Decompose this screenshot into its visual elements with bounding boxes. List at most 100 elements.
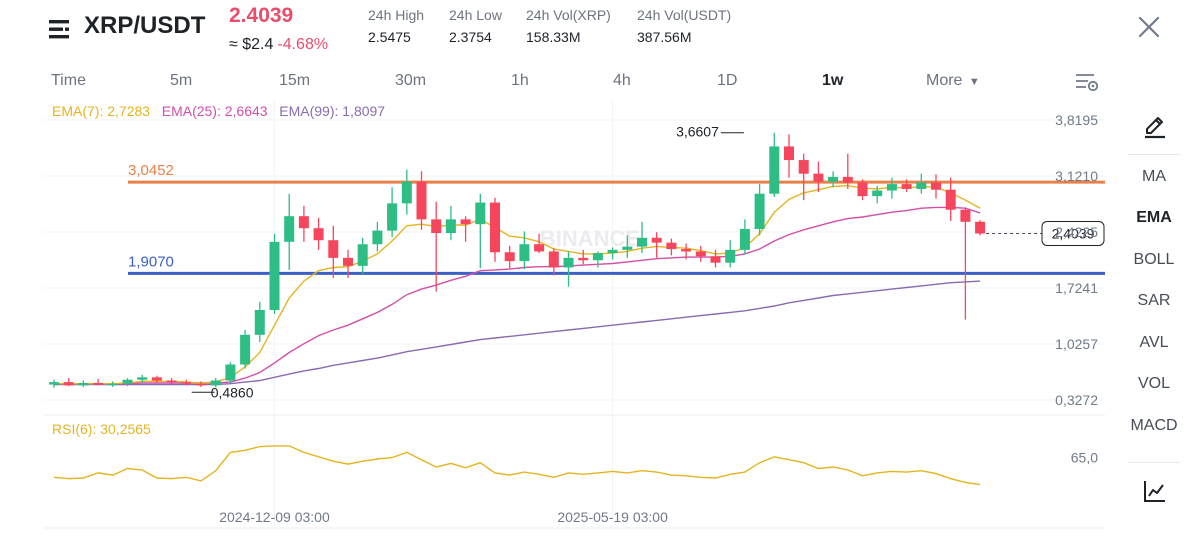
candle xyxy=(181,379,192,386)
candle xyxy=(284,193,295,270)
candle xyxy=(122,378,133,387)
close-icon[interactable] xyxy=(1136,14,1162,40)
candle-body xyxy=(137,377,148,380)
candle xyxy=(725,240,736,268)
pair-title[interactable]: XRP/USDT xyxy=(84,12,206,39)
menu-icon[interactable] xyxy=(48,16,74,42)
sidebar-item-boll[interactable]: BOLL xyxy=(1133,251,1175,268)
chart-grid xyxy=(44,100,1105,529)
candle-body xyxy=(181,382,192,384)
candle-body xyxy=(886,184,897,191)
candle-body xyxy=(534,244,545,252)
candle xyxy=(739,219,750,255)
candle xyxy=(622,235,633,258)
candle xyxy=(607,247,618,260)
candle xyxy=(857,179,868,201)
indicator-chart-icon[interactable] xyxy=(1142,478,1168,504)
tab-4h[interactable]: 4h xyxy=(613,72,631,89)
sidebar-item-macd[interactable]: MACD xyxy=(1130,417,1178,434)
y-tick-label: 3,8195 xyxy=(1055,112,1098,128)
candle xyxy=(828,171,839,188)
candle-body xyxy=(460,219,471,225)
candle-body xyxy=(828,176,839,182)
more-dropdown[interactable]: More ▼ xyxy=(926,72,980,90)
candle-body xyxy=(710,256,721,263)
last-price: 2.4039 xyxy=(229,4,294,27)
ema25-legend: EMA(25): 2,6643 xyxy=(161,103,268,119)
candle-body xyxy=(49,382,59,385)
candle-body xyxy=(196,383,206,386)
candle xyxy=(240,330,251,369)
candle-body xyxy=(725,249,736,263)
candle-body xyxy=(431,219,442,234)
candle-body xyxy=(563,257,574,268)
candle xyxy=(475,193,486,269)
candle xyxy=(519,231,530,270)
candle xyxy=(563,251,574,287)
y-tick-label: 1,7241 xyxy=(1055,280,1098,296)
candle-body xyxy=(372,230,383,245)
resistance-label: 3,0452 xyxy=(128,162,174,179)
sidebar-item-ma[interactable]: MA xyxy=(1142,168,1166,185)
x-axis: 2024-12-09 03:00 2025-05-19 03:00 xyxy=(219,509,668,525)
candle xyxy=(254,301,265,343)
candle xyxy=(916,173,927,194)
candle-body xyxy=(416,181,427,220)
candle xyxy=(225,362,236,383)
sidebar-item-sar[interactable]: SAR xyxy=(1137,292,1171,309)
candle-body xyxy=(945,189,956,210)
tab-time[interactable]: Time xyxy=(51,72,86,89)
candle xyxy=(548,248,559,276)
price-annotations: 3,6607 0,4860 2,4039 xyxy=(191,124,1105,400)
candle-body xyxy=(872,190,883,197)
candle-body xyxy=(622,246,633,250)
sidebar-item-vol[interactable]: VOL xyxy=(1137,375,1170,392)
candle-body xyxy=(298,216,309,229)
approx-usd-price: ≈ $2.4 -4.68% xyxy=(229,36,328,54)
stat-24h-high: 24h High 2.5475 xyxy=(368,7,424,45)
candle xyxy=(78,380,89,387)
candle xyxy=(151,375,162,383)
x-tick-label: 2025-05-19 03:00 xyxy=(557,509,668,525)
tab-5m[interactable]: 5m xyxy=(170,72,193,89)
stat-label: 24h High xyxy=(368,7,425,23)
stat-24h-low: 24h Low 2.3754 xyxy=(449,7,502,45)
sidebar-item-ema[interactable]: EMA xyxy=(1136,209,1172,226)
candle xyxy=(578,249,589,265)
candle xyxy=(166,378,177,385)
candle xyxy=(63,378,74,387)
candle-body xyxy=(401,181,412,204)
chart-settings-icon[interactable] xyxy=(1074,70,1100,94)
tab-30m[interactable]: 30m xyxy=(395,72,427,89)
sidebar-item-avl[interactable]: AVL xyxy=(1139,334,1169,351)
candle xyxy=(93,378,104,386)
candle-body xyxy=(269,241,280,310)
low-price-label: 0,4860 xyxy=(211,384,254,400)
tab-1w[interactable]: 1w xyxy=(822,72,844,89)
stat-value: 158.33M xyxy=(526,29,581,45)
tab-15m[interactable]: 15m xyxy=(279,72,311,89)
candle-body xyxy=(607,249,618,254)
tab-1d[interactable]: 1D xyxy=(717,72,738,89)
more-label: More xyxy=(926,72,963,89)
stat-24h-vol-base: 24h Vol(XRP) 158.33M xyxy=(526,7,611,45)
candle xyxy=(49,379,59,388)
ema7-legend: EMA(7): 2,7283 xyxy=(52,103,151,119)
candle-body xyxy=(739,228,750,250)
candle-body xyxy=(284,216,295,242)
candle xyxy=(357,237,368,274)
sidebar-divider xyxy=(1128,154,1180,155)
candle-body xyxy=(490,202,500,253)
ema-lines xyxy=(54,184,981,386)
candle xyxy=(872,185,883,204)
tab-1h[interactable]: 1h xyxy=(511,72,529,89)
candle xyxy=(416,171,427,230)
stat-label: 24h Low xyxy=(449,7,502,23)
candle-body xyxy=(63,382,74,386)
candle xyxy=(460,216,471,242)
candle-body xyxy=(210,380,221,386)
draw-pencil-icon[interactable] xyxy=(1142,114,1168,140)
rsi-legend: RSI(6): 30,2565 xyxy=(52,421,151,437)
candle-body xyxy=(578,257,589,261)
